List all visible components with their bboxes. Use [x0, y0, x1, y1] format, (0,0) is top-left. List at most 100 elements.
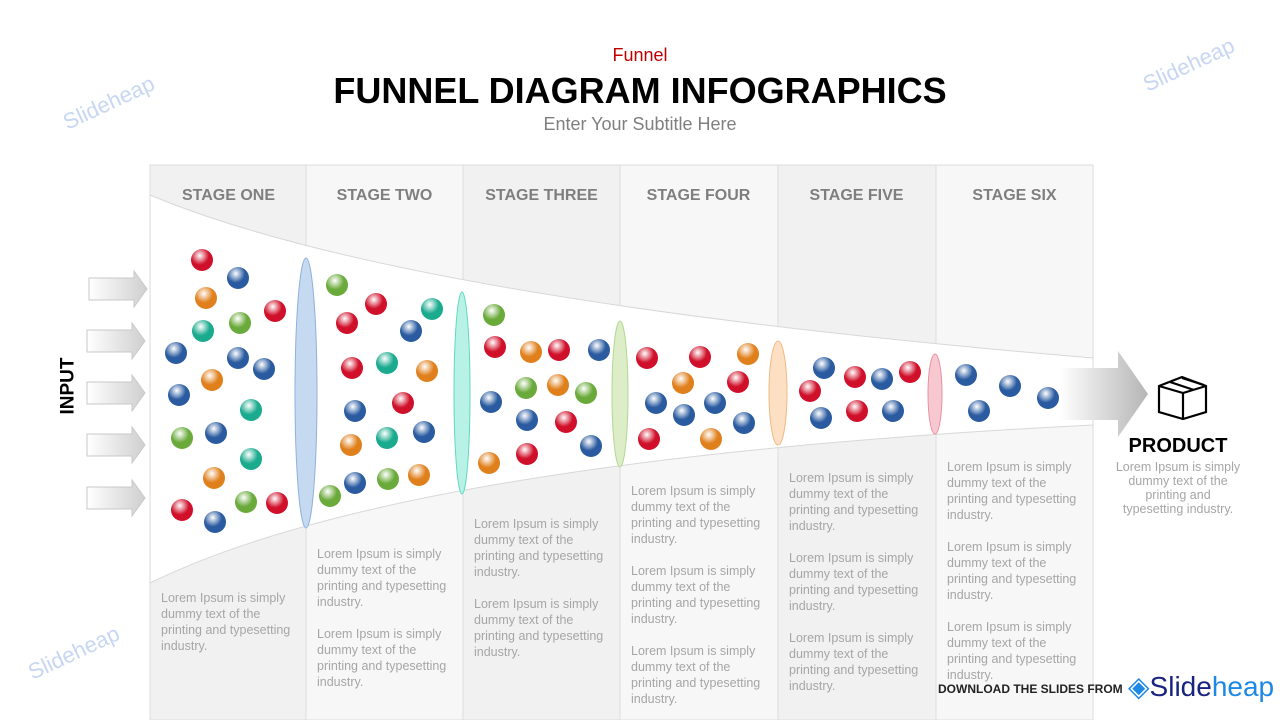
subtitle: Enter Your Subtitle Here [543, 114, 737, 134]
particle-green [235, 491, 257, 513]
stage-paragraph: Lorem Ipsum is simply dummy text of the … [789, 551, 919, 613]
particle-orange [737, 343, 759, 365]
particle-red [392, 392, 414, 414]
filter-lens [927, 353, 943, 435]
particle-blue [871, 368, 893, 390]
stage-paragraph: Lorem Ipsum is simply dummy text of the … [947, 540, 1077, 602]
stage-description: Lorem Ipsum is simply dummy text of the … [789, 470, 924, 710]
particle-blue [810, 407, 832, 429]
particle-red [341, 357, 363, 379]
stage-paragraph: Lorem Ipsum is simply dummy text of the … [631, 484, 761, 546]
particle-red [899, 361, 921, 383]
stage-description: Lorem Ipsum is simply dummy text of the … [474, 516, 609, 676]
particle-blue [227, 267, 249, 289]
particle-teal [376, 352, 398, 374]
brand-part-b: heap [1211, 671, 1275, 702]
stage-paragraph: Lorem Ipsum is simply dummy text of the … [947, 460, 1077, 522]
stage-paragraph: Lorem Ipsum is simply dummy text of the … [317, 627, 447, 689]
particle-blue [204, 511, 226, 533]
particle-orange [520, 341, 542, 363]
particle-orange [547, 374, 569, 396]
stage-header: STAGE THREE [485, 187, 598, 204]
particle-teal [192, 320, 214, 342]
particle-red [844, 366, 866, 388]
stage-description: Lorem Ipsum is simply dummy text of the … [161, 590, 296, 670]
particle-green [229, 312, 251, 334]
particle-blue [205, 422, 227, 444]
particle-blue [733, 412, 755, 434]
particle-blue [344, 472, 366, 494]
particle-blue [227, 347, 249, 369]
particle-blue [400, 320, 422, 342]
particle-orange [416, 360, 438, 382]
particle-blue [999, 375, 1021, 397]
particle-blue [165, 342, 187, 364]
particle-red [548, 339, 570, 361]
stage-paragraph: Lorem Ipsum is simply dummy text of the … [789, 471, 919, 533]
stage-header: STAGE FOUR [646, 187, 751, 204]
particle-green [319, 485, 341, 507]
stage-header: STAGE ONE [181, 187, 276, 204]
filter-lens [768, 340, 788, 446]
particle-red [191, 249, 213, 271]
stage-paragraph: Lorem Ipsum is simply dummy text of the … [161, 591, 291, 653]
particle-red [689, 346, 711, 368]
particle-red [171, 499, 193, 521]
stage-paragraph: Lorem Ipsum is simply dummy text of the … [631, 564, 761, 626]
particle-red [266, 492, 288, 514]
stage-paragraph: Lorem Ipsum is simply dummy text of the … [474, 597, 604, 659]
filter-lenses [294, 257, 943, 529]
particle-red [264, 300, 286, 322]
particle-red [555, 411, 577, 433]
particle-red [727, 371, 749, 393]
particle-teal [376, 427, 398, 449]
particle-blue [968, 400, 990, 422]
stage-paragraph: Lorem Ipsum is simply dummy text of the … [947, 620, 1077, 682]
particle-green [171, 427, 193, 449]
particle-blue [413, 421, 435, 443]
particle-orange [195, 287, 217, 309]
particle-blue [516, 409, 538, 431]
particle-green [377, 468, 399, 490]
particle-blue [253, 358, 275, 380]
particle-red [484, 336, 506, 358]
particle-red [516, 443, 538, 465]
brand-part-a: Slide [1149, 671, 1212, 702]
particle-orange [340, 434, 362, 456]
stage-description: Lorem Ipsum is simply dummy text of the … [947, 459, 1082, 699]
stage-description: Lorem Ipsum is simply dummy text of the … [317, 546, 452, 706]
particle-blue [588, 339, 610, 361]
particle-orange [203, 467, 225, 489]
particle-green [326, 274, 348, 296]
stage-paragraph: Lorem Ipsum is simply dummy text of the … [789, 631, 919, 693]
page-title: FUNNEL DIAGRAM INFOGRAPHICS [333, 70, 947, 111]
stage-paragraph: Lorem Ipsum is simply dummy text of the … [474, 517, 604, 579]
particle-blue [1037, 387, 1059, 409]
stage-description: Lorem Ipsum is simply dummy text of the … [631, 483, 766, 723]
particle-green [483, 304, 505, 326]
download-text: DOWNLOAD THE SLIDES FROM [938, 682, 1123, 696]
kicker: Funnel [612, 45, 668, 65]
particle-blue [645, 392, 667, 414]
stage-paragraph: Lorem Ipsum is simply dummy text of the … [317, 547, 447, 609]
particle-blue [704, 392, 726, 414]
particle-green [575, 382, 597, 404]
filter-lens [611, 320, 629, 468]
brand-logo[interactable]: ◈Slideheap [1128, 671, 1275, 702]
stage-header: STAGE TWO [336, 187, 433, 204]
particle-teal [240, 448, 262, 470]
input-arrows [86, 269, 148, 518]
particle-red [336, 312, 358, 334]
particle-blue [168, 384, 190, 406]
product-label: PRODUCT [1128, 435, 1228, 457]
particle-orange [700, 428, 722, 450]
stage-paragraph: Lorem Ipsum is simply dummy text of the … [631, 644, 761, 706]
stage-header: STAGE SIX [972, 187, 1057, 204]
particle-red [846, 400, 868, 422]
particle-red [799, 380, 821, 402]
particle-blue [673, 404, 695, 426]
filter-lens [294, 257, 318, 529]
product-description: Lorem Ipsum is simply dummy text of the … [1115, 460, 1241, 516]
output-arrow [1060, 351, 1148, 437]
